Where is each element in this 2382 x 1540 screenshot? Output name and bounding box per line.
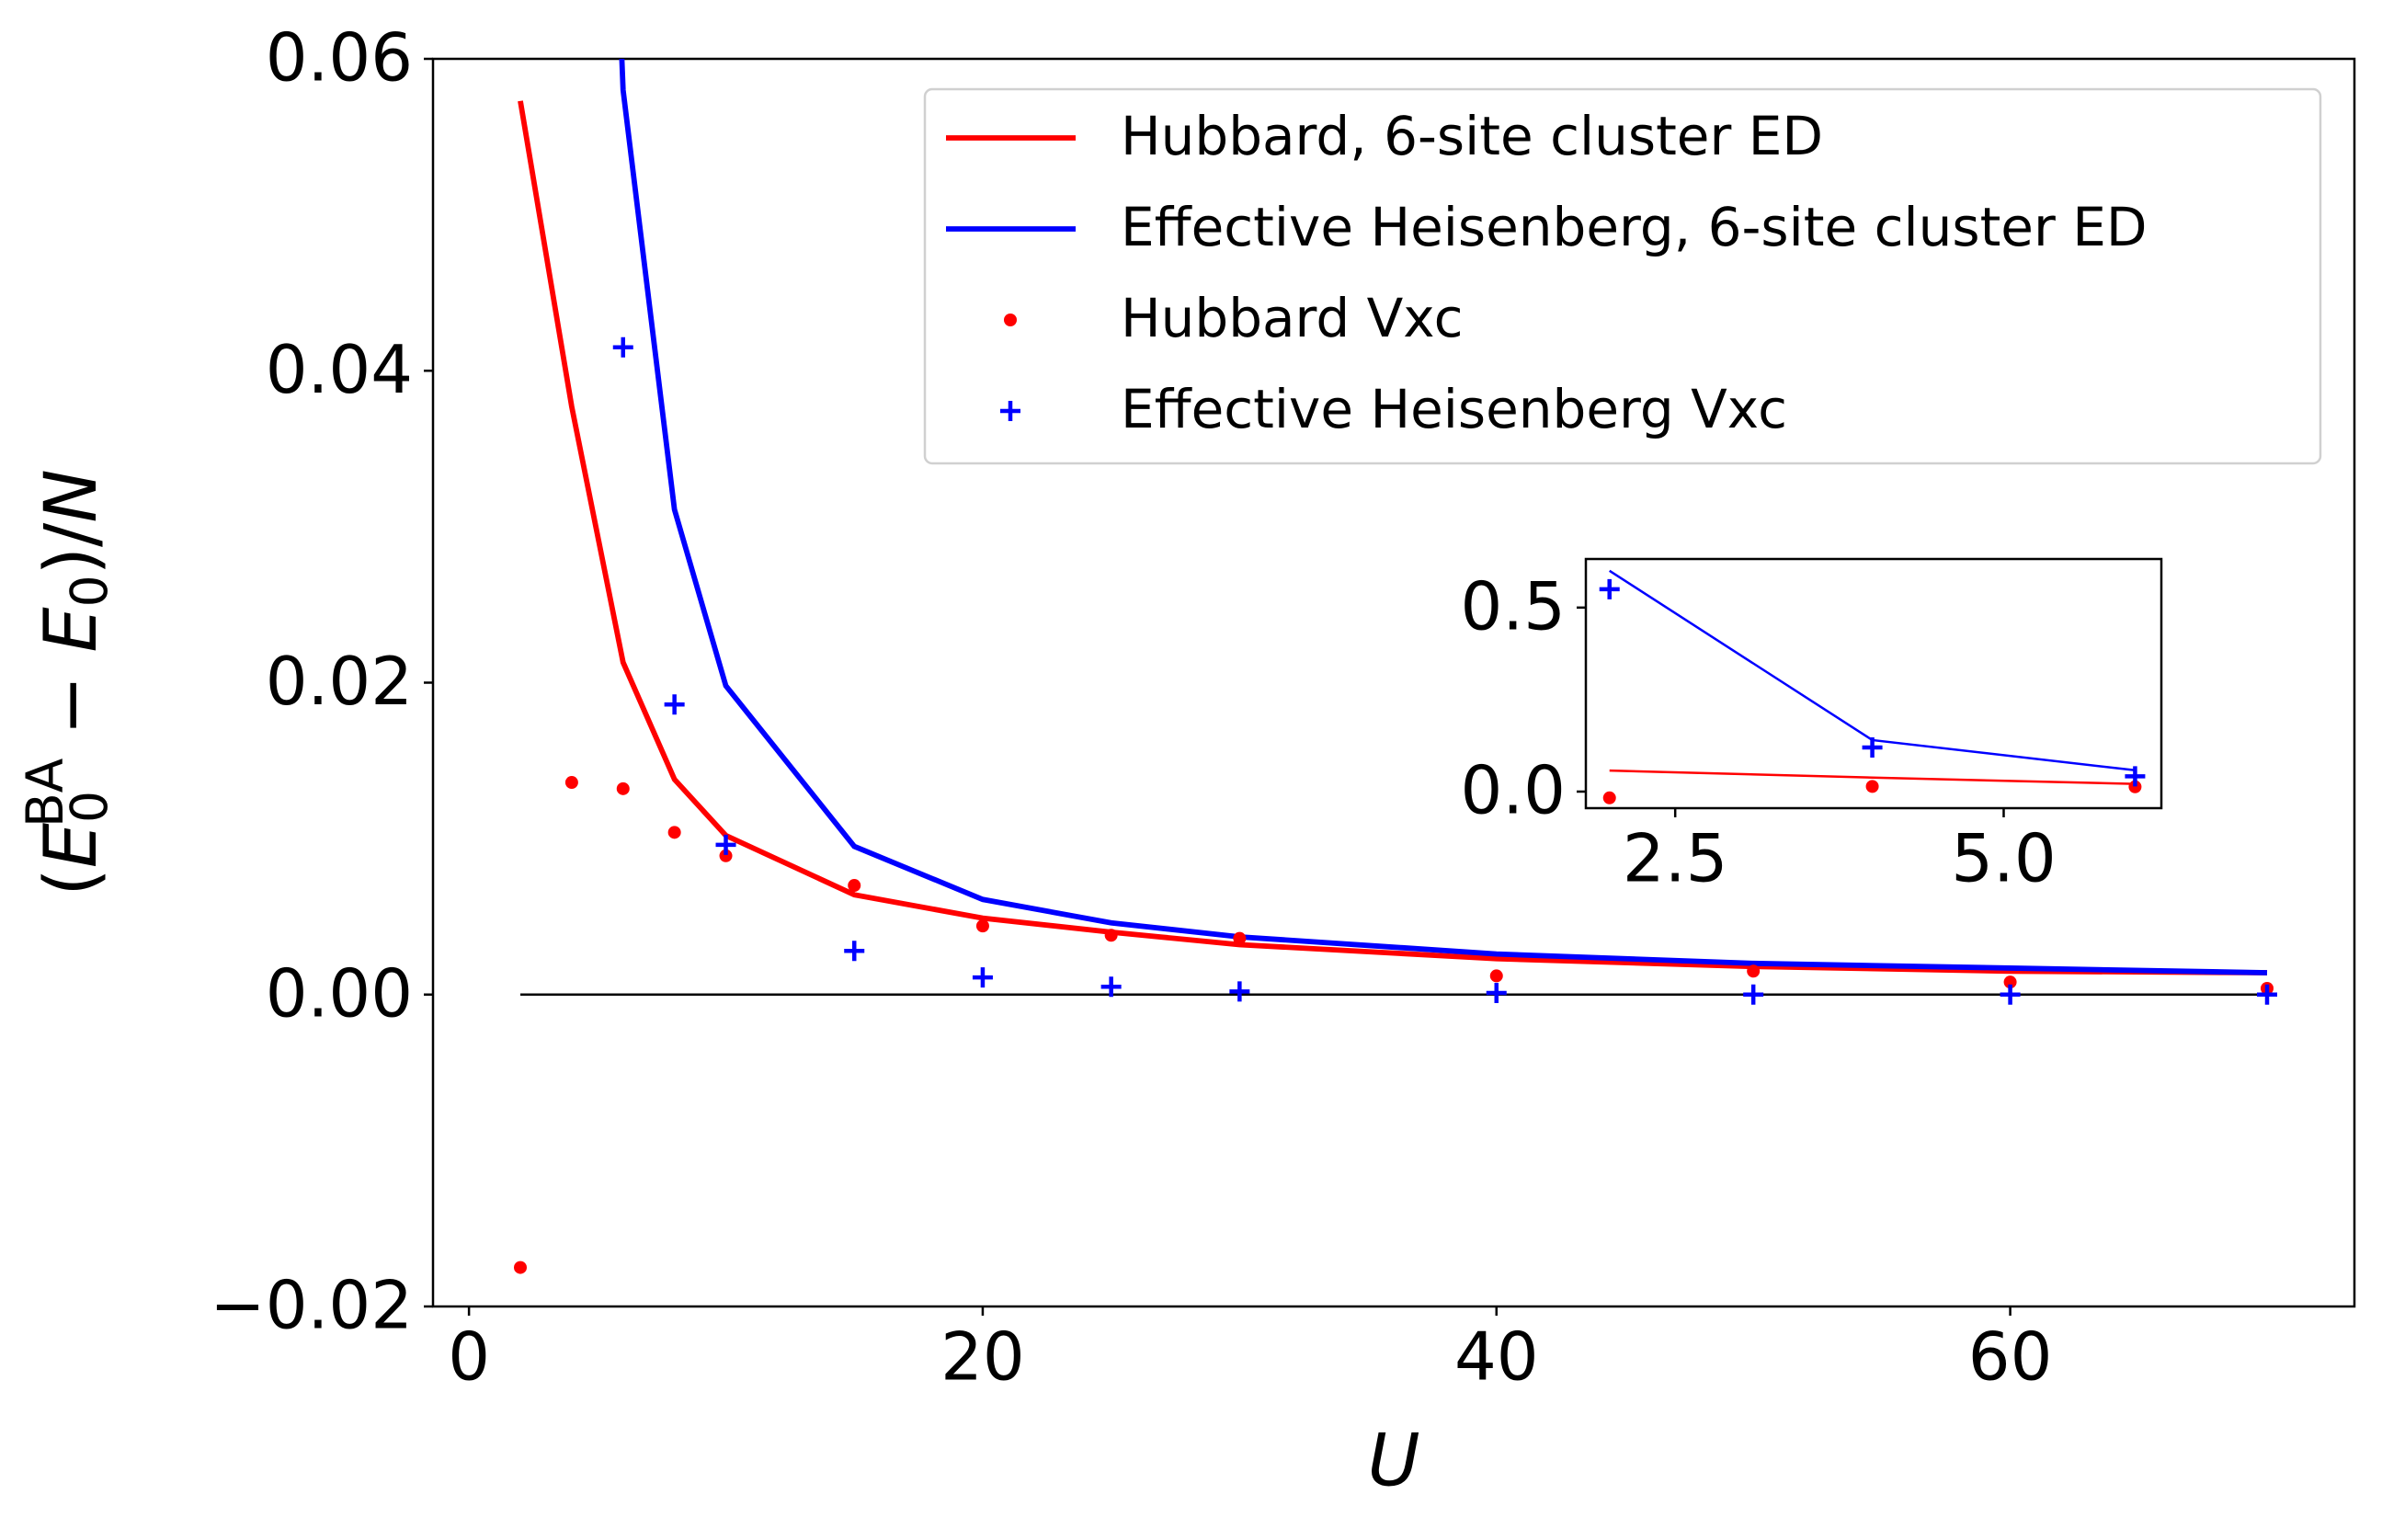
y-axis-label-part: N [30, 469, 113, 522]
y-tick-label: 0.0 [1460, 752, 1566, 829]
plus-marker [715, 834, 736, 855]
y-axis-label-part: 0 [60, 575, 119, 607]
y-axis-label-part: ( [30, 868, 113, 895]
legend-label: Effective Heisenberg, 6-site cluster ED [1121, 196, 2148, 258]
legend-box [923, 87, 2322, 465]
dot-marker [719, 849, 733, 862]
x-tick-label: 0 [448, 1318, 490, 1396]
y-tick-label: 0.02 [266, 643, 413, 720]
x-tick-label: 20 [940, 1318, 1025, 1396]
y-tick-label: 0.06 [266, 19, 413, 97]
x-tick-label: 40 [1454, 1318, 1539, 1396]
y-tick-label: 0.04 [266, 331, 413, 408]
plus-marker [1229, 981, 1250, 1002]
plus-marker [612, 337, 633, 358]
x-tick-label: 5.0 [1951, 820, 2057, 897]
plus-marker [664, 694, 685, 715]
series-line [1609, 769, 2136, 785]
plus-marker [844, 941, 865, 962]
legend-label: Hubbard, 6-site cluster ED [1121, 105, 1823, 167]
y-axis-label-part: 0 [60, 791, 119, 823]
dot-marker [848, 879, 861, 893]
y-tick-label: 0.00 [266, 954, 413, 1032]
plus-marker [972, 967, 993, 988]
y-tick-label: 0.5 [1460, 567, 1566, 645]
legend-label: Hubbard Vxc [1121, 287, 1464, 349]
dot-marker [616, 781, 630, 795]
plus-marker [2125, 766, 2146, 787]
x-axis-label: U [1367, 1420, 1419, 1502]
plus-marker [1743, 984, 1764, 1005]
inset-chart: 2.5 5.0 0.0 0.5 [1460, 557, 2163, 897]
plot-content [514, 59, 2277, 1274]
dot-marker [1233, 931, 1247, 945]
legend-swatch [1004, 314, 1017, 326]
plus-marker [1486, 983, 1507, 1004]
dot-marker [1602, 791, 1616, 804]
y-axis-label-part: E [30, 822, 113, 868]
dot-marker [2003, 975, 2017, 989]
dot-marker [1747, 964, 1761, 978]
y-axis-label-part: )/ [30, 522, 113, 575]
legend-swatch [1000, 401, 1020, 421]
x-tick-label: 60 [1968, 1318, 2053, 1396]
plus-marker [1862, 736, 1883, 758]
plus-marker [2000, 984, 2021, 1005]
plus-marker [1100, 976, 1122, 998]
series-line [619, 59, 2268, 975]
plus-marker [2257, 984, 2277, 1005]
plus-marker [1599, 578, 1620, 599]
dot-marker [667, 826, 681, 839]
plot-area [1584, 557, 2163, 810]
y-axis-label-part: E [30, 607, 113, 653]
dot-marker [2128, 780, 2142, 793]
dot-marker [1489, 969, 1503, 983]
y-tick-label: −0.02 [210, 1267, 413, 1344]
dot-marker [1865, 780, 1879, 793]
y-axis-label-part: BA [16, 758, 74, 827]
legend-label: Effective Heisenberg Vxc [1121, 378, 1787, 440]
plot-content [1599, 569, 2146, 804]
x-tick-label: 2.5 [1623, 820, 1728, 897]
dot-marker [975, 919, 989, 933]
dot-marker [514, 1261, 527, 1274]
dot-marker [1104, 929, 1118, 942]
dot-marker [564, 776, 578, 790]
y-axis-label: (E0BA − E0)/N [16, 469, 119, 895]
y-axis-label-part: − [30, 653, 113, 759]
legend: Hubbard, 6-site cluster ED Effective Heis… [923, 87, 2322, 465]
